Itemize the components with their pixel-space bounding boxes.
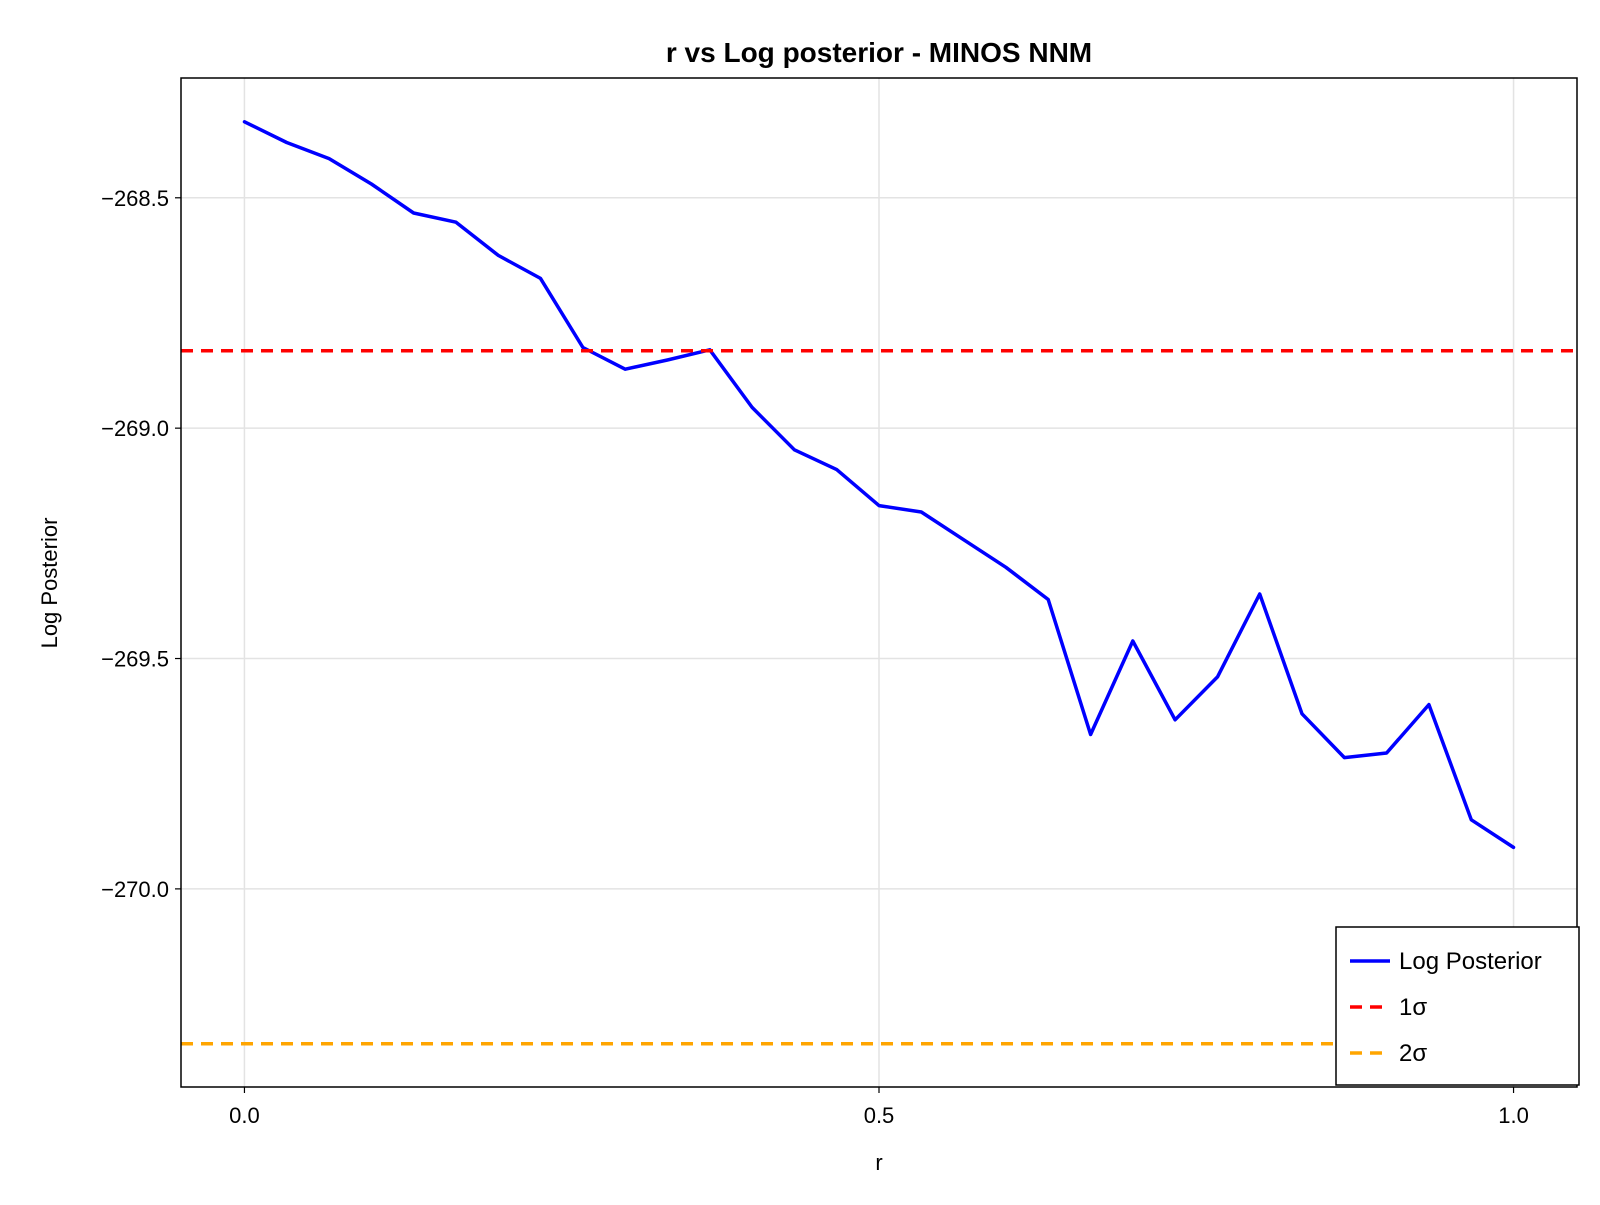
y-tick-label: −268.5 [101, 186, 169, 211]
legend: Log Posterior 1σ 2σ [1335, 926, 1580, 1086]
series-line-log-posterior [242, 120, 1516, 850]
legend-label: 1σ [1399, 994, 1427, 1021]
legend-label: 2σ [1399, 1040, 1427, 1067]
x-tick-label: 0.0 [229, 1103, 260, 1128]
y-tick-label: −269.5 [101, 647, 169, 672]
y-axis-label: Log Posterior [37, 518, 62, 649]
x-tick-label: 1.0 [1498, 1103, 1529, 1128]
x-axis-label: r [875, 1150, 882, 1175]
chart-title: r vs Log posterior - MINOS NNM [666, 37, 1092, 68]
grid [181, 78, 1577, 1087]
tick-labels: 0.0 0.5 1.0 −268.5 −269.0 −269.5 −270.0 [101, 186, 1529, 1128]
x-tick-label: 0.5 [864, 1103, 895, 1128]
y-tick-label: −269.0 [101, 416, 169, 441]
legend-label: Log Posterior [1399, 948, 1542, 975]
legend-box [1335, 926, 1580, 1086]
y-tick-label: −270.0 [101, 877, 169, 902]
